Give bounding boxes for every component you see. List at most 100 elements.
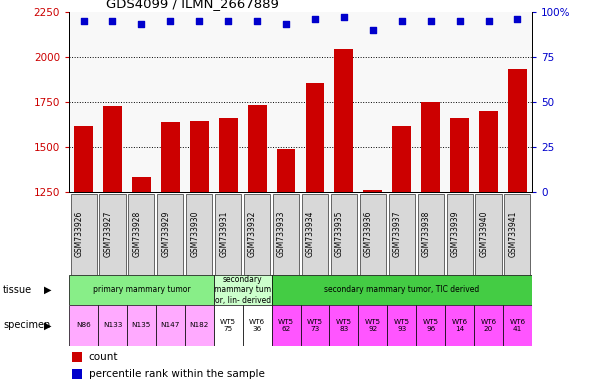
Text: primary mammary tumor: primary mammary tumor <box>93 285 191 295</box>
FancyBboxPatch shape <box>447 194 472 275</box>
Bar <box>103 106 122 384</box>
Point <box>252 17 262 24</box>
Bar <box>72 369 82 379</box>
Text: GSM733936: GSM733936 <box>364 211 373 257</box>
FancyBboxPatch shape <box>331 194 357 275</box>
Bar <box>364 190 382 384</box>
Text: tissue: tissue <box>3 285 32 295</box>
Text: GSM733939: GSM733939 <box>451 211 460 257</box>
Point <box>108 17 117 24</box>
Bar <box>305 83 325 384</box>
Bar <box>190 121 209 384</box>
FancyBboxPatch shape <box>504 194 531 275</box>
Bar <box>392 126 411 384</box>
FancyBboxPatch shape <box>387 305 416 346</box>
Text: secondary
mammary tum
or, lin- derived: secondary mammary tum or, lin- derived <box>214 275 271 305</box>
FancyBboxPatch shape <box>69 305 98 346</box>
FancyBboxPatch shape <box>129 194 154 275</box>
Text: WT6
41: WT6 41 <box>510 319 525 332</box>
Text: WT6
36: WT6 36 <box>249 319 265 332</box>
Point <box>195 17 204 24</box>
FancyBboxPatch shape <box>272 275 532 305</box>
Text: N86: N86 <box>76 323 91 328</box>
Point <box>339 14 349 20</box>
Text: WT6
20: WT6 20 <box>480 319 496 332</box>
FancyBboxPatch shape <box>127 305 156 346</box>
FancyBboxPatch shape <box>156 305 185 346</box>
Bar <box>479 111 498 384</box>
FancyBboxPatch shape <box>300 305 329 346</box>
FancyBboxPatch shape <box>186 194 212 275</box>
Point <box>513 16 522 22</box>
Text: GSM733941: GSM733941 <box>508 211 517 257</box>
Bar <box>276 149 296 384</box>
Text: WT6
14: WT6 14 <box>451 319 468 332</box>
Text: GSM733931: GSM733931 <box>219 211 228 257</box>
Text: GSM733927: GSM733927 <box>103 211 112 257</box>
Bar <box>132 177 151 384</box>
Point <box>136 21 146 27</box>
Text: N133: N133 <box>103 323 122 328</box>
Bar <box>508 69 527 384</box>
FancyBboxPatch shape <box>474 305 503 346</box>
FancyBboxPatch shape <box>157 194 183 275</box>
Point <box>368 26 377 33</box>
FancyBboxPatch shape <box>70 194 97 275</box>
FancyBboxPatch shape <box>418 194 444 275</box>
Text: WT5
83: WT5 83 <box>336 319 352 332</box>
FancyBboxPatch shape <box>214 305 243 346</box>
Text: count: count <box>88 352 118 362</box>
Text: WT5
93: WT5 93 <box>394 319 410 332</box>
Text: WT5
75: WT5 75 <box>220 319 236 332</box>
Text: GSM733938: GSM733938 <box>422 211 431 257</box>
Point <box>165 17 175 24</box>
Point <box>426 17 436 24</box>
Text: N147: N147 <box>160 323 180 328</box>
Point <box>79 17 88 24</box>
Text: GSM733940: GSM733940 <box>480 211 489 257</box>
FancyBboxPatch shape <box>360 194 386 275</box>
Text: GSM733935: GSM733935 <box>335 211 344 257</box>
Text: GSM733930: GSM733930 <box>191 211 200 257</box>
Text: GSM733937: GSM733937 <box>392 211 401 257</box>
Point <box>484 17 493 24</box>
FancyBboxPatch shape <box>214 275 272 305</box>
Bar <box>421 102 440 384</box>
FancyBboxPatch shape <box>185 305 214 346</box>
Text: ▶: ▶ <box>44 285 51 295</box>
FancyBboxPatch shape <box>416 305 445 346</box>
FancyBboxPatch shape <box>329 305 358 346</box>
FancyBboxPatch shape <box>273 194 299 275</box>
FancyBboxPatch shape <box>215 194 241 275</box>
Text: WT5
73: WT5 73 <box>307 319 323 332</box>
Text: ▶: ▶ <box>44 320 51 331</box>
Bar <box>335 50 353 384</box>
Text: secondary mammary tumor, TIC derived: secondary mammary tumor, TIC derived <box>324 285 480 295</box>
FancyBboxPatch shape <box>272 305 300 346</box>
Text: N182: N182 <box>189 323 209 328</box>
FancyBboxPatch shape <box>503 305 532 346</box>
FancyBboxPatch shape <box>389 194 415 275</box>
FancyBboxPatch shape <box>445 305 474 346</box>
Text: GSM733926: GSM733926 <box>75 211 84 257</box>
Point <box>397 17 406 24</box>
Text: GSM733932: GSM733932 <box>248 211 257 257</box>
FancyBboxPatch shape <box>100 194 126 275</box>
Bar <box>248 105 266 384</box>
Text: WT5
62: WT5 62 <box>278 319 294 332</box>
FancyBboxPatch shape <box>243 305 272 346</box>
Text: WT5
92: WT5 92 <box>365 319 381 332</box>
Text: specimen: specimen <box>3 320 50 331</box>
FancyBboxPatch shape <box>98 305 127 346</box>
Bar <box>72 352 82 362</box>
Point <box>455 17 465 24</box>
Text: percentile rank within the sample: percentile rank within the sample <box>88 369 264 379</box>
Point <box>310 16 320 22</box>
Text: GSM733934: GSM733934 <box>306 211 315 257</box>
Text: GSM733929: GSM733929 <box>161 211 170 257</box>
Text: GSM733928: GSM733928 <box>132 211 141 257</box>
FancyBboxPatch shape <box>475 194 501 275</box>
Bar <box>161 122 180 384</box>
Text: WT5
96: WT5 96 <box>423 319 439 332</box>
Bar <box>450 118 469 384</box>
